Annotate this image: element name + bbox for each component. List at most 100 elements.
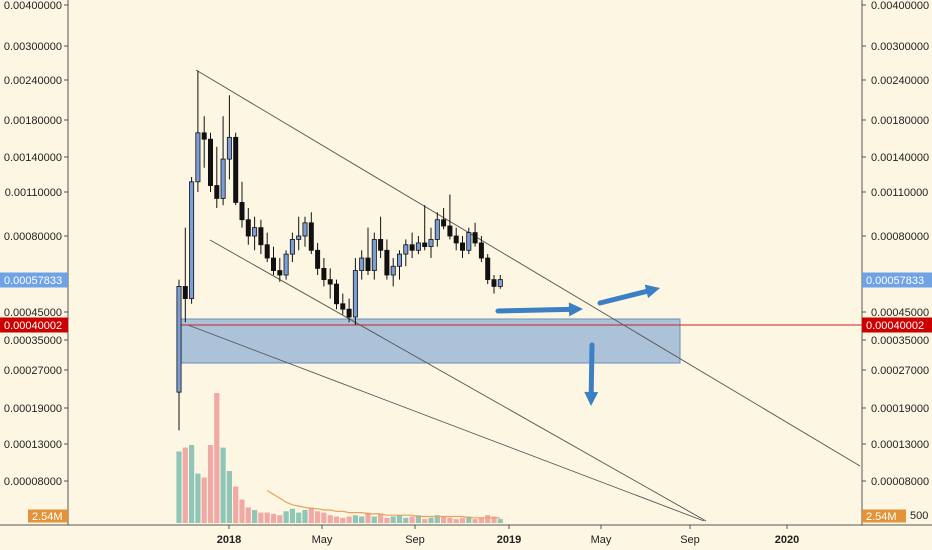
candle-body-up xyxy=(189,181,195,299)
candle-body-up xyxy=(296,235,302,240)
candle-body-down xyxy=(270,257,276,271)
candle xyxy=(226,95,232,180)
candle-body-down xyxy=(447,225,453,237)
left-tick-label: 0.00240000 xyxy=(4,75,62,87)
candle-body-up xyxy=(390,265,396,276)
volume-bar xyxy=(214,393,220,523)
candle-body-down xyxy=(485,257,491,281)
time-tick-label: 2018 xyxy=(217,534,241,546)
volume-bar xyxy=(390,516,396,523)
candle xyxy=(270,246,276,276)
candle-body-down xyxy=(233,136,239,203)
candle xyxy=(459,236,465,259)
volume-bars xyxy=(176,393,503,523)
volume-bar xyxy=(359,516,365,523)
candle xyxy=(441,207,447,230)
candle xyxy=(252,216,258,251)
left-tick-label: 0.00035000 xyxy=(4,335,62,347)
volume-bar xyxy=(352,515,358,523)
volume-bar xyxy=(409,516,415,523)
candle-body-up xyxy=(415,242,421,251)
candle-body-down xyxy=(378,239,384,251)
left-tick-label: 0.00008000 xyxy=(4,476,62,488)
candle xyxy=(428,227,434,259)
candle xyxy=(472,222,478,247)
candle-body-up xyxy=(252,227,258,237)
volume-bar xyxy=(233,486,239,523)
left-tick-label: 0.00400000 xyxy=(4,0,62,12)
candle-body-up xyxy=(466,232,472,251)
candle xyxy=(214,146,220,208)
arrow-breakdown-down xyxy=(584,342,599,406)
support-zone-rect xyxy=(179,318,681,364)
candle xyxy=(359,250,365,280)
candle xyxy=(207,132,213,192)
candle-body-down xyxy=(308,222,314,251)
candle-body-up xyxy=(403,244,409,255)
arrow-head xyxy=(568,302,583,317)
volume-bar xyxy=(226,471,232,523)
volume-moving-average xyxy=(266,489,501,519)
right-tick-label: 0.00027000 xyxy=(871,365,929,377)
volume-bar xyxy=(403,517,409,523)
candle xyxy=(466,227,472,255)
right-tick-label: 0.00400000 xyxy=(871,0,929,12)
left-tick-label: 0.00027000 xyxy=(4,365,62,377)
candle xyxy=(491,275,497,294)
candle xyxy=(497,275,503,289)
time-tick-label: May xyxy=(312,534,333,546)
candle-body-down xyxy=(214,185,220,199)
volume-bar xyxy=(239,499,245,523)
volume-bar xyxy=(321,512,327,523)
candle xyxy=(239,181,245,228)
volume-tag-left-background xyxy=(28,509,68,523)
candle-body-down xyxy=(333,283,339,305)
right-tick-label: 0.00013000 xyxy=(871,439,929,451)
candle-body-down xyxy=(340,303,346,310)
volume-bar xyxy=(346,516,352,523)
support-level-tag-left-text: 0.00040002 xyxy=(4,320,62,332)
candle-body-up xyxy=(352,270,358,318)
right-tick-label: 0.00240000 xyxy=(871,75,929,87)
candle-body-down xyxy=(277,270,283,276)
candle xyxy=(478,236,484,263)
volume-bar xyxy=(176,451,182,523)
candle-body-down xyxy=(441,219,447,227)
candle xyxy=(327,268,333,299)
mid-trendline xyxy=(187,324,705,522)
candle-body-down xyxy=(459,242,465,251)
volume-bar xyxy=(453,519,459,523)
candle xyxy=(352,258,358,326)
volume-bar xyxy=(277,515,283,523)
candle-body-down xyxy=(327,279,333,285)
candle xyxy=(403,239,409,267)
volume-bar xyxy=(422,519,428,523)
candle xyxy=(245,207,251,245)
arrow-shaft xyxy=(597,288,649,306)
left-tick-label: 0.00180000 xyxy=(4,115,62,127)
time-tick-label: 2020 xyxy=(775,534,799,546)
support-level-tag-left-background xyxy=(0,317,68,333)
volume-bar xyxy=(365,512,371,523)
candle-body-up xyxy=(289,239,295,255)
arrow-breakout-up xyxy=(597,284,660,306)
arrow-head xyxy=(644,284,660,299)
volume-bar xyxy=(195,473,201,523)
volume-tag-right: 2.54M xyxy=(862,509,906,523)
right-tick-label: 0.00045000 xyxy=(871,307,929,319)
volume-bar xyxy=(220,447,226,523)
volume-bar xyxy=(340,517,346,523)
volume-bar xyxy=(258,512,264,523)
candle xyxy=(390,258,396,287)
candle xyxy=(189,176,195,304)
current-price-tag-left: 0.00057833 xyxy=(0,272,68,288)
volume-bar xyxy=(459,517,466,523)
projection-arrows xyxy=(495,284,660,406)
volume-bar xyxy=(491,516,497,523)
candle-body-down xyxy=(239,202,245,221)
candle-body-down xyxy=(182,286,188,299)
candle xyxy=(409,232,415,259)
volume-bar xyxy=(434,515,440,523)
